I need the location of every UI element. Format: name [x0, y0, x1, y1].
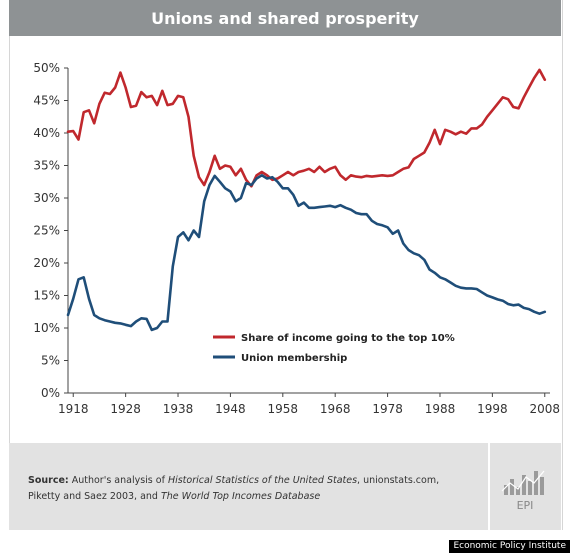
x-tick-label: 1948 — [215, 402, 246, 416]
y-tick-label: 25% — [33, 224, 60, 238]
y-tick-label: 0% — [41, 386, 60, 400]
source-note: Source: Author's analysis of Historical … — [28, 473, 468, 505]
line-chart: 0% 5% 10% 15% 20% 25% 30% 35% 40% 45% 50% 1918 1928 1… — [33, 61, 560, 416]
source-footer — [9, 443, 561, 530]
x-tick-label: 1988 — [425, 402, 456, 416]
y-tick-label: 15% — [33, 289, 60, 303]
y-tick-label: 5% — [41, 354, 60, 368]
legend-income-label: Share of income going to the top 10% — [241, 333, 455, 344]
source-italic-2: The World Top Incomes Database — [160, 491, 321, 502]
epi-logo-text: EPI — [517, 499, 534, 512]
epi-logo-icon: EPI — [501, 470, 545, 512]
source-italic-1: Historical Statistics of the United Stat… — [167, 475, 358, 486]
union-line — [66, 174, 547, 332]
footer-divider — [488, 443, 490, 530]
credit-label: Economic Policy Institute — [449, 540, 570, 553]
y-tick-label: 30% — [33, 191, 60, 205]
source-text-2: , unionstats.com, Piketty and Saez 2003,… — [28, 475, 440, 502]
x-tick-label: 1928 — [110, 402, 141, 416]
source-text-1: Author's analysis of — [68, 475, 168, 486]
y-tick-label: 50% — [33, 61, 60, 75]
chart-frame — [9, 0, 563, 530]
x-tick-label: 1958 — [268, 402, 299, 416]
source-label: Source: — [28, 475, 69, 486]
x-tick-label: 1998 — [477, 402, 508, 416]
x-tick-label: 2008 — [529, 402, 560, 416]
income-line — [66, 68, 547, 188]
x-tick-label: 1938 — [163, 402, 194, 416]
y-tick-label: 45% — [33, 94, 60, 108]
y-tick-label: 35% — [33, 159, 60, 173]
legend-union-label: Union membership — [241, 353, 347, 364]
y-tick-label: 10% — [33, 321, 60, 335]
x-tick-label: 1978 — [372, 402, 403, 416]
y-tick-label: 40% — [33, 126, 60, 140]
chart-title: Unions and shared prosperity — [9, 0, 561, 36]
y-tick-label: 20% — [33, 256, 60, 270]
x-tick-label: 1918 — [58, 402, 89, 416]
x-tick-label: 1968 — [320, 402, 351, 416]
